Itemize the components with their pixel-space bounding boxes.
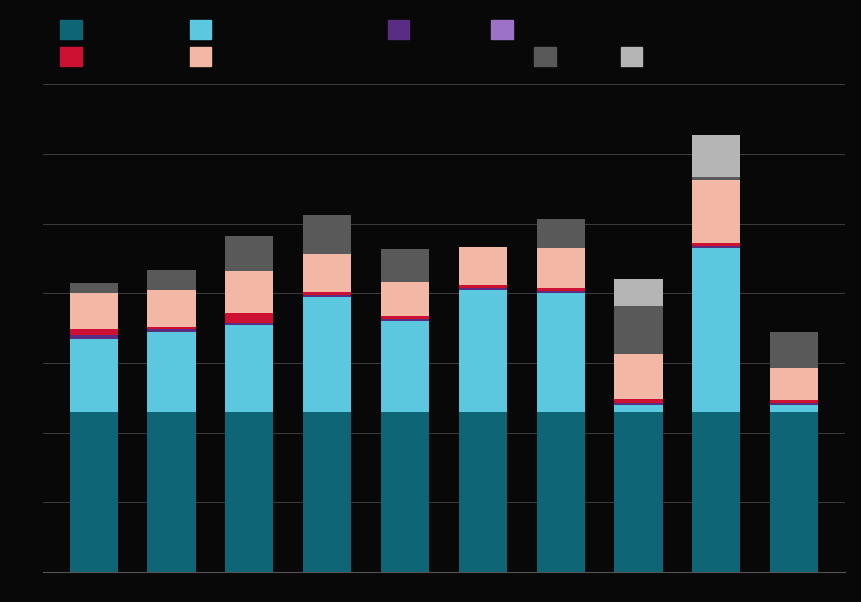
Bar	[691, 243, 740, 246]
Bar	[614, 403, 662, 405]
Bar	[691, 135, 740, 177]
Bar	[536, 288, 584, 291]
Bar	[769, 332, 817, 368]
Bar	[536, 412, 584, 572]
Bar	[381, 282, 429, 315]
Bar	[303, 292, 351, 294]
Bar	[769, 400, 817, 403]
Bar	[458, 412, 506, 572]
Bar	[225, 412, 273, 572]
Bar	[381, 315, 429, 319]
Bar	[769, 412, 817, 572]
Bar	[70, 335, 118, 338]
Bar	[225, 313, 273, 323]
Bar	[614, 405, 662, 412]
Bar	[381, 321, 429, 412]
Bar	[769, 368, 817, 400]
Bar	[225, 323, 273, 324]
Bar	[70, 283, 118, 293]
Bar	[147, 412, 195, 572]
Bar	[536, 291, 584, 293]
Bar	[70, 338, 118, 412]
Bar	[381, 249, 429, 282]
Bar	[147, 270, 195, 291]
Bar	[769, 405, 817, 412]
Bar	[147, 291, 195, 327]
Bar	[147, 327, 195, 329]
Bar	[225, 324, 273, 412]
Bar	[536, 248, 584, 288]
Bar	[381, 412, 429, 572]
Bar	[303, 253, 351, 292]
Bar	[691, 248, 740, 412]
Bar	[691, 181, 740, 243]
Bar	[536, 219, 584, 248]
Bar	[614, 306, 662, 354]
Bar	[147, 329, 195, 332]
Bar	[303, 294, 351, 297]
Bar	[691, 412, 740, 572]
Bar	[614, 412, 662, 572]
Bar	[70, 329, 118, 335]
Bar	[225, 271, 273, 313]
Bar	[303, 297, 351, 412]
Bar	[691, 177, 740, 181]
Bar	[303, 216, 351, 253]
Bar	[458, 247, 506, 285]
Bar	[458, 288, 506, 290]
Bar	[381, 319, 429, 321]
Bar	[458, 285, 506, 288]
Bar	[70, 412, 118, 572]
Bar	[614, 279, 662, 306]
Bar	[458, 290, 506, 412]
Bar	[614, 354, 662, 399]
Bar	[303, 412, 351, 572]
Bar	[70, 293, 118, 329]
Bar	[225, 236, 273, 271]
Bar	[769, 403, 817, 405]
Bar	[147, 332, 195, 412]
Bar	[614, 399, 662, 403]
Bar	[536, 293, 584, 412]
Bar	[691, 246, 740, 248]
